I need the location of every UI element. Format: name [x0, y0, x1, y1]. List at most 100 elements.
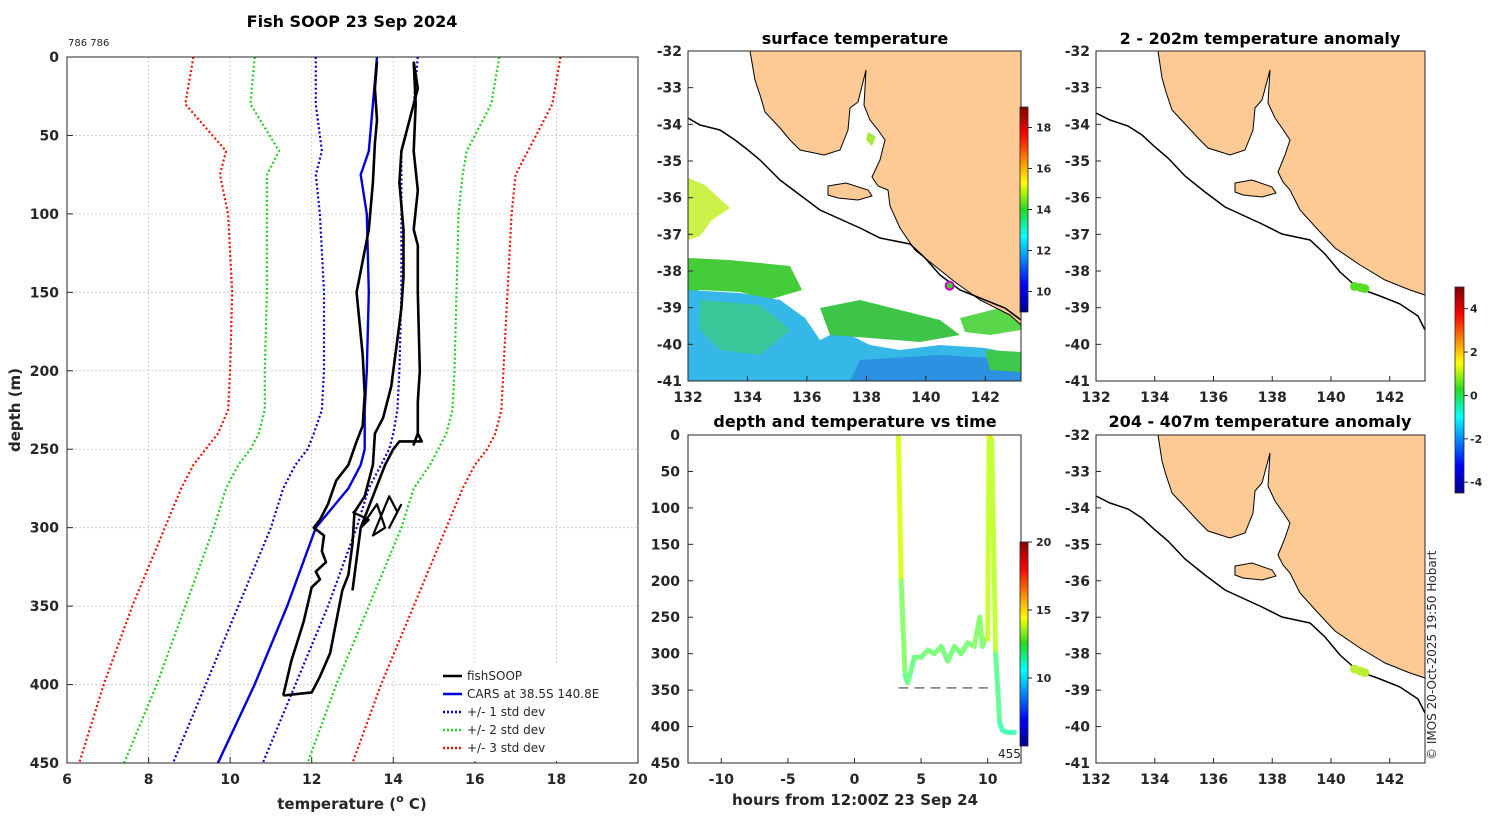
dt-ytick-label: 250 [651, 610, 680, 626]
sst-patch-green-c [820, 300, 960, 342]
profile-series--1-std [261, 56, 419, 764]
surface-cb-tick-label: 16 [1036, 163, 1052, 176]
profile-series-cars-mean [216, 56, 379, 764]
profile-ytick-label: 300 [30, 521, 59, 537]
anom-upper-ytick-label: -34 [1065, 117, 1091, 133]
surface-map-ytick-label: -34 [657, 117, 683, 133]
dt-cb-tick-label: 10 [1036, 672, 1052, 685]
anomaly-upper-land [1157, 50, 1426, 296]
anom-lower-ytick-label: -33 [1065, 464, 1090, 480]
depth-time-frame [687, 434, 1022, 764]
profile-series--3-std [351, 56, 562, 764]
depth-time-track [895, 434, 1017, 735]
surface-map-xtick-label: 142 [971, 390, 1000, 406]
anom-upper-ytick-label: -37 [1065, 227, 1090, 243]
surface-map-ytick-label: -39 [657, 301, 682, 317]
xlabel-main: temperature ( [277, 795, 396, 813]
anomaly-upper-island [1234, 179, 1277, 198]
legend-box [438, 665, 636, 761]
profile-series--2-std [123, 56, 281, 764]
anom-upper-xtick-label: 138 [1258, 390, 1287, 406]
surface-map-xtick-label: 138 [852, 390, 881, 406]
dt-ytick-label: 350 [651, 683, 680, 699]
profile-legend: fishSOOP CARS at 38.5S 140.8E +/- 1 std … [438, 665, 636, 761]
station-marker [944, 280, 955, 291]
anomaly-upper-isobath [1095, 112, 1426, 331]
max-depth-annotation: 455 [998, 747, 1021, 761]
anom-lower-ytick-label: -41 [1065, 756, 1090, 772]
dt-track-segment [985, 434, 992, 642]
anom-upper-xtick-label: 136 [1199, 390, 1228, 406]
sst-patch-warm-nw [688, 178, 730, 240]
depth-time-title: depth and temperature vs time [713, 412, 996, 431]
depth-time-colorbar [1019, 541, 1029, 747]
dt-xtick-label: -10 [709, 772, 735, 788]
profile-ytick-label: 350 [30, 599, 59, 615]
surface-cb-tick-label: 14 [1036, 204, 1052, 217]
surface-map-title: surface temperature [762, 29, 949, 48]
profile-xtick-label: 6 [62, 772, 72, 788]
credit-text: © IMOS 20-Oct-2025 19:50 Hobart [1425, 550, 1439, 760]
surface-map-xtick-label: 134 [733, 390, 762, 406]
anom-lower-ytick-label: -38 [1065, 647, 1090, 663]
anomaly-lower-isobath [1095, 495, 1426, 714]
surface-map-isobath [687, 117, 1022, 321]
anom-upper-ytick-label: -38 [1065, 264, 1090, 280]
profile-ytick-label: 200 [30, 364, 59, 380]
surface-map-land [749, 50, 1022, 327]
xlabel-end: C) [404, 795, 427, 813]
surface-cb-tick-label: 12 [1036, 245, 1051, 258]
profile-xlabel: temperature (o C) [277, 792, 427, 813]
sst-patch-green-e [960, 308, 1021, 335]
dt-cb-tick-label: 15 [1036, 604, 1051, 617]
profile-ytick-label: 50 [40, 128, 60, 144]
profile-id-label: 786 786 [68, 38, 109, 49]
dt-track-segment [993, 651, 1003, 726]
surface-map-xtick-label: 136 [792, 390, 821, 406]
surface-map-ytick-label: -36 [657, 191, 682, 207]
dt-track-segment [905, 654, 917, 686]
legend-label-std1: +/- 1 std dev [467, 705, 545, 719]
anom-cb-tick-label: 4 [1470, 303, 1478, 316]
dt-ytick-label: 150 [651, 537, 680, 553]
profile-ytick-label: 400 [30, 678, 59, 694]
profile-panel: Fish SOOP 23 Sep 2024 786 786 6 8 10 12 14 16… [6, 12, 648, 813]
anom-cb-tick-label: -4 [1470, 476, 1483, 489]
surface-map-panel: surface temperature 132 134 136 138 140 142 -3… [657, 29, 1052, 406]
anom-cb-tick-label: 2 [1470, 346, 1478, 359]
dt-ytick-label: 100 [651, 501, 680, 517]
profile-xtick-label: 14 [384, 772, 404, 788]
anom-upper-ytick-label: -36 [1065, 191, 1090, 207]
anomaly-lower-land [1157, 434, 1426, 679]
anom-lower-ytick-label: -36 [1065, 574, 1090, 590]
profile-axes-frame [66, 56, 639, 764]
legend-label-cars: CARS at 38.5S 140.8E [467, 687, 599, 701]
profile-ylabel: depth (m) [6, 368, 24, 452]
profile-xtick-label: 12 [302, 772, 321, 788]
profile-series--2-std [306, 56, 501, 764]
anom-lower-ytick-label: -32 [1065, 428, 1090, 444]
anom-lower-ytick-label: -37 [1065, 610, 1090, 626]
surface-colorbar [1019, 106, 1029, 313]
anom-upper-xtick-label: 132 [1081, 390, 1110, 406]
profile-series--3-std [78, 56, 234, 764]
profile-grid [66, 56, 639, 764]
profile-series-fishsoop-down-1 [281, 61, 379, 696]
profile-ytick-label: 100 [30, 207, 59, 223]
profile-xtick-label: 10 [220, 772, 240, 788]
anom-cb-tick-label: -2 [1470, 433, 1482, 446]
surface-cb-tick-label: 18 [1036, 122, 1051, 135]
main-title: Fish SOOP 23 Sep 2024 [247, 12, 458, 31]
dt-ytick-label: 200 [651, 574, 680, 590]
anomaly-lower-panel: 204 - 407m temperature anomaly 132 134 136… [1065, 412, 1426, 788]
dt-xtick-label: -5 [780, 772, 796, 788]
sst-data [688, 128, 1021, 381]
dt-xtick-label: 5 [916, 772, 926, 788]
profile-ytick-label: 150 [30, 285, 59, 301]
anom-upper-ytick-label: -39 [1065, 301, 1090, 317]
anom-lower-xtick-label: 134 [1140, 772, 1169, 788]
dt-ytick-label: 400 [651, 720, 680, 736]
dt-ytick-label: 50 [661, 464, 681, 480]
